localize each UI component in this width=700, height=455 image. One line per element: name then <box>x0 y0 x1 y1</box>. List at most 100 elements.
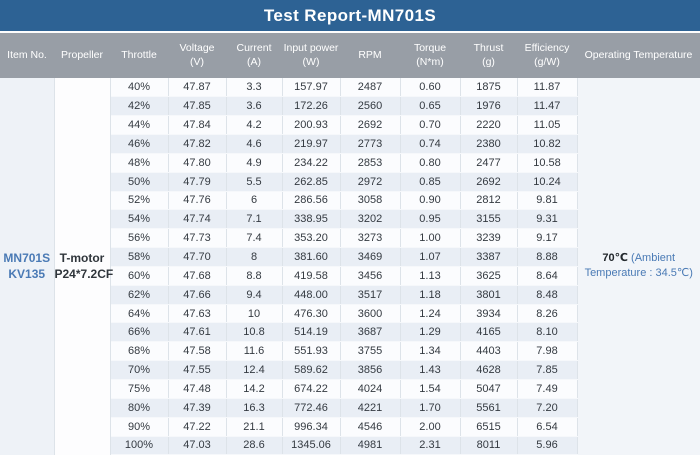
cell-torque: 0.60 <box>400 78 461 98</box>
header-voltage: Voltage (V) <box>168 33 226 78</box>
cell-voltage: 47.74 <box>168 209 227 230</box>
table-row: 56% 47.73 7.4 353.20 3273 1.00 3239 9.17 <box>0 228 700 249</box>
title-divider <box>0 31 700 33</box>
cell-voltage: 47.80 <box>168 153 227 173</box>
cell-rpm: 2692 <box>340 115 401 136</box>
table-row: 80% 47.39 16.3 772.46 4221 1.70 5561 7.20 <box>0 398 700 418</box>
cell-input_power: 353.20 <box>282 228 341 249</box>
table-row: 68% 47.58 11.6 551.93 3755 1.34 4403 7.98 <box>0 341 700 362</box>
cell-efficiency: 7.49 <box>517 379 578 399</box>
cell-current: 3.3 <box>226 78 283 98</box>
cell-input_power: 338.95 <box>282 209 341 230</box>
cell-voltage: 47.48 <box>168 379 227 399</box>
cell-rpm: 3202 <box>340 209 401 230</box>
cell-input_power: 234.22 <box>282 153 341 173</box>
cell-current: 4.2 <box>226 115 283 136</box>
cell-thrust: 3625 <box>460 266 518 286</box>
cell-rpm: 3517 <box>340 285 401 305</box>
cell-throttle: 48% <box>110 153 169 173</box>
cell-current: 11.6 <box>226 341 283 362</box>
cell-torque: 0.65 <box>400 96 461 117</box>
cell-thrust: 3934 <box>460 304 518 324</box>
cell-thrust: 3387 <box>460 247 518 267</box>
cell-current: 3.6 <box>226 96 283 117</box>
cell-rpm: 3456 <box>340 266 401 286</box>
cell-torque: 2.00 <box>400 417 461 437</box>
table-row: 100% 47.03 28.6 1345.06 4981 2.31 8011 5.96 <box>0 436 700 455</box>
cell-efficiency: 7.20 <box>517 398 578 418</box>
cell-input_power: 262.85 <box>282 172 341 192</box>
cell-input_power: 996.34 <box>282 417 341 437</box>
cell-efficiency: 10.24 <box>517 172 578 192</box>
cell-voltage: 47.63 <box>168 304 227 324</box>
header-propeller: Propeller <box>54 33 110 78</box>
cell-torque: 1.18 <box>400 285 461 305</box>
header-torque: Torque (N*m) <box>400 33 460 78</box>
cell-input_power: 172.26 <box>282 96 341 117</box>
header-efficiency: Efficiency (g/W) <box>517 33 577 78</box>
cell-voltage: 47.70 <box>168 247 227 267</box>
cell-torque: 1.54 <box>400 379 461 399</box>
cell-throttle: 40% <box>110 78 169 98</box>
cell-input_power: 674.22 <box>282 379 341 399</box>
cell-current: 4.9 <box>226 153 283 173</box>
cell-voltage: 47.58 <box>168 341 227 362</box>
cell-rpm: 2487 <box>340 78 401 98</box>
cell-throttle: 75% <box>110 379 169 399</box>
cell-torque: 1.29 <box>400 322 461 343</box>
cell-throttle: 52% <box>110 191 169 211</box>
cell-current: 4.6 <box>226 134 283 154</box>
table-row: 75% 47.48 14.2 674.22 4024 1.54 5047 7.49 <box>0 379 700 399</box>
cell-voltage: 47.61 <box>168 322 227 343</box>
table-row: 48% 47.80 4.9 234.22 2853 0.80 2477 10.58 <box>0 153 700 173</box>
cell-torque: 1.43 <box>400 360 461 380</box>
cell-current: 8 <box>226 247 283 267</box>
cell-rpm: 3600 <box>340 304 401 324</box>
cell-rpm: 3469 <box>340 247 401 267</box>
cell-input_power: 219.97 <box>282 134 341 154</box>
cell-current: 10.8 <box>226 322 283 343</box>
cell-efficiency: 8.88 <box>517 247 578 267</box>
cell-current: 5.5 <box>226 172 283 192</box>
cell-rpm: 3058 <box>340 191 401 211</box>
cell-rpm: 2560 <box>340 96 401 117</box>
cell-thrust: 4165 <box>460 322 518 343</box>
cell-torque: 1.00 <box>400 228 461 249</box>
cell-efficiency: 8.64 <box>517 266 578 286</box>
cell-thrust: 2380 <box>460 134 518 154</box>
cell-voltage: 47.79 <box>168 172 227 192</box>
cell-efficiency: 7.98 <box>517 341 578 362</box>
cell-input_power: 419.58 <box>282 266 341 286</box>
operating-temperature-cell: 70℃ (Ambient Temperature : 34.5℃) <box>577 78 700 455</box>
cell-efficiency: 8.10 <box>517 322 578 343</box>
cell-throttle: 64% <box>110 304 169 324</box>
table-row: 90% 47.22 21.1 996.34 4546 2.00 6515 6.54 <box>0 417 700 437</box>
cell-current: 14.2 <box>226 379 283 399</box>
cell-rpm: 3273 <box>340 228 401 249</box>
cell-efficiency: 10.58 <box>517 153 578 173</box>
cell-thrust: 1875 <box>460 78 518 98</box>
cell-rpm: 4024 <box>340 379 401 399</box>
cell-torque: 0.90 <box>400 191 461 211</box>
cell-rpm: 2853 <box>340 153 401 173</box>
cell-input_power: 476.30 <box>282 304 341 324</box>
cell-input_power: 448.00 <box>282 285 341 305</box>
cell-rpm: 2773 <box>340 134 401 154</box>
table-row: 64% 47.63 10 476.30 3600 1.24 3934 8.26 <box>0 304 700 324</box>
page-title: Test Report-MN701S <box>263 5 437 25</box>
cell-voltage: 47.85 <box>168 96 227 117</box>
table-row: MN701S KV135 T-motor P24*7.2CF 40% 47.87 3.3 15… <box>0 78 700 455</box>
cell-current: 7.4 <box>226 228 283 249</box>
cell-thrust: 3155 <box>460 209 518 230</box>
cell-efficiency: 9.17 <box>517 228 578 249</box>
cell-efficiency: 10.82 <box>517 134 578 154</box>
cell-input_power: 381.60 <box>282 247 341 267</box>
cell-efficiency: 11.47 <box>517 96 578 117</box>
cell-efficiency: 11.87 <box>517 78 578 98</box>
header-throttle: Throttle <box>110 33 168 78</box>
cell-torque: 1.07 <box>400 247 461 267</box>
cell-rpm: 4981 <box>340 436 401 455</box>
cell-input_power: 772.46 <box>282 398 341 418</box>
cell-thrust: 2220 <box>460 115 518 136</box>
cell-rpm: 2972 <box>340 172 401 192</box>
